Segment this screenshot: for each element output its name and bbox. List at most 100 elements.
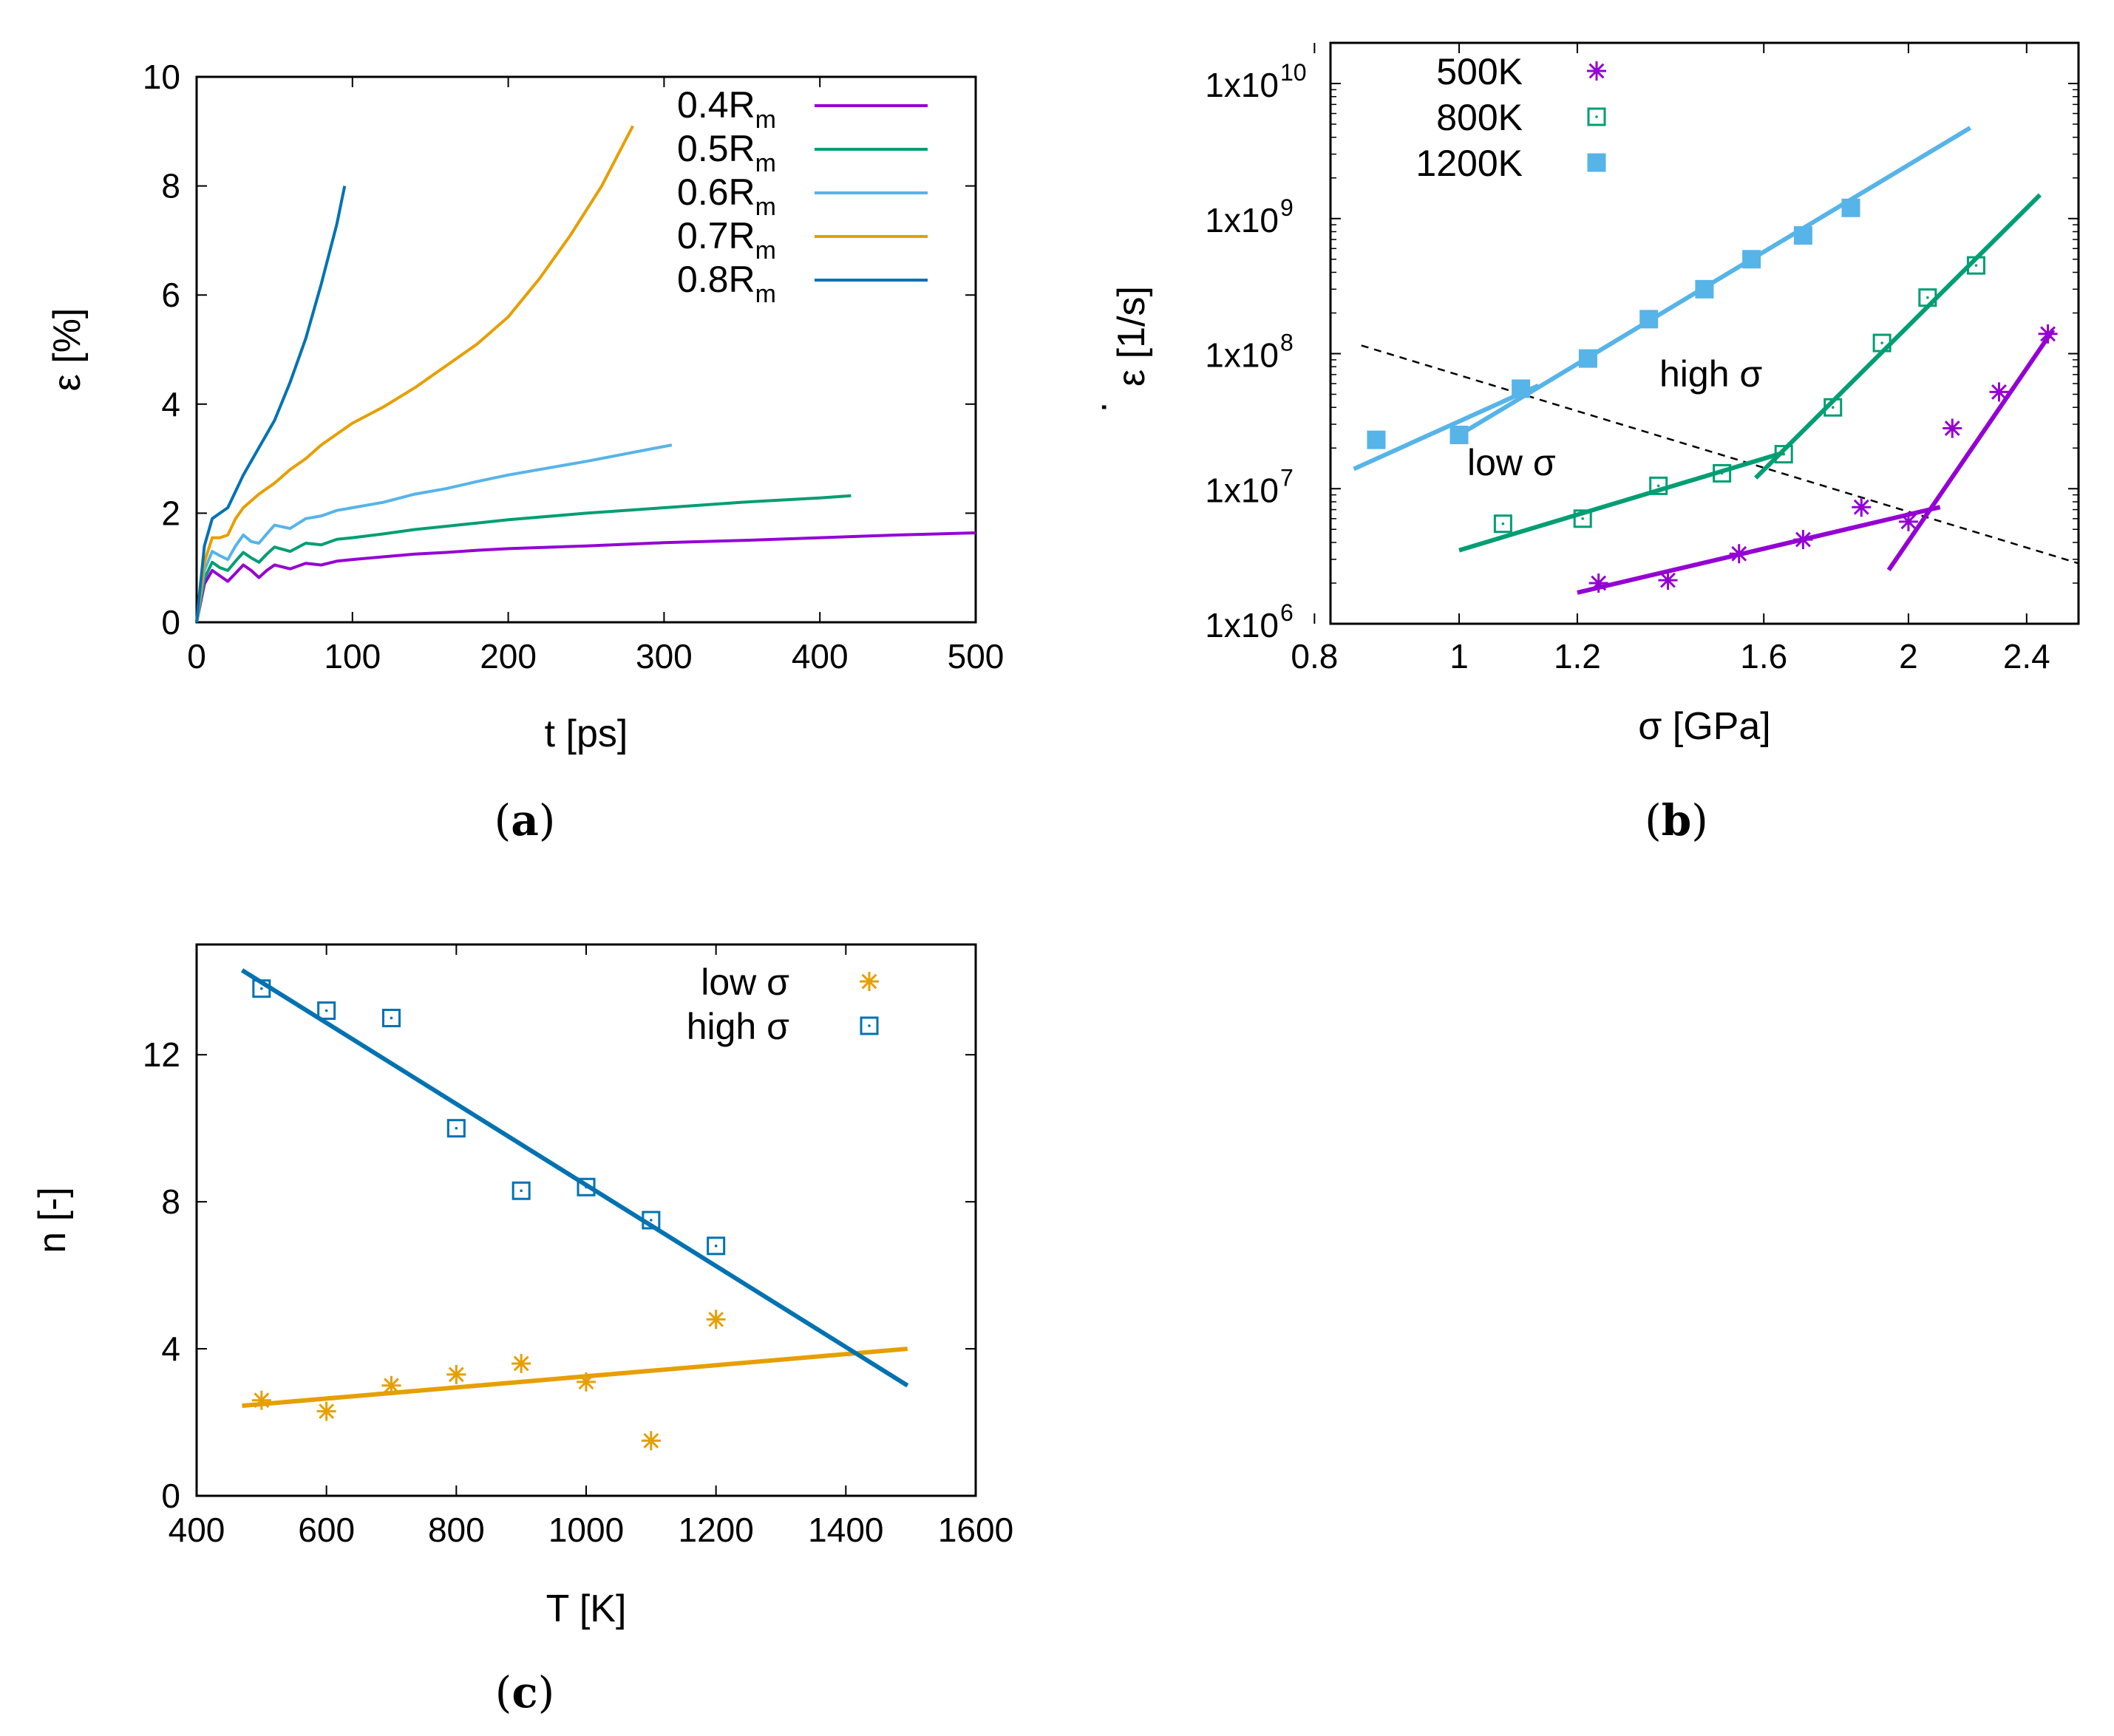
panel-b-point-800K-7	[1918, 288, 1937, 307]
panel-a-caption: (a)	[494, 795, 556, 845]
panel-b-legend-label-0: 500K	[1436, 51, 1523, 92]
panel-a-frame	[195, 75, 977, 624]
panel-b-x-tick-label: 2.4	[2003, 637, 2050, 675]
panel-b-x-tick-label: 1	[1449, 637, 1469, 675]
panel-a-x-tick-label: 300	[636, 637, 693, 675]
panel-c-y-tick-label: 8	[161, 1182, 180, 1221]
panel-c-x-tick-label: 600	[298, 1511, 355, 1549]
panel-b-legend-marker-0	[1587, 61, 1606, 81]
panel-a-y-tick-label: 6	[161, 276, 180, 314]
panel-b-y-tick-label: 1x10	[1205, 471, 1279, 509]
panel-b-point-500K-7	[1989, 382, 2009, 402]
panel-a-series-line-0	[195, 531, 976, 623]
panel-a-series-line-1	[195, 494, 852, 623]
panel-b-point-800K-5	[1824, 398, 1843, 417]
panel-b-point-500K-2	[1729, 544, 1749, 564]
panel-c-y-axis-label: n [-]	[31, 1187, 74, 1253]
svg-text:ε [1/s]: ε [1/s]	[1110, 286, 1153, 387]
panel-c-point-1-2	[382, 1008, 401, 1027]
panel-b-y-axis-label-dot: ·	[1081, 401, 1124, 413]
panel-a-ticks: 0 100 200 300 400 500 0 2 4 6 8 10	[143, 58, 1005, 675]
panel-c-point-1-1	[317, 1001, 336, 1021]
panel-c-point-1-3	[446, 1119, 466, 1138]
panel-c-point-0-0	[251, 1390, 271, 1410]
panel-b-y-axis-label: ε [1/s] ·	[1081, 286, 1153, 414]
panel-b-annotation-high-sigma: high σ	[1659, 353, 1762, 395]
panel-b-y-tick-exponent: 9	[1280, 194, 1294, 221]
panel-b-point-1200K-0	[1367, 430, 1386, 449]
panel-b-y-tick-exponent: 7	[1280, 464, 1294, 491]
panel-b-fit-line-500K-extra-1	[1886, 328, 2056, 571]
panel-c-y-tick-label: 12	[143, 1035, 180, 1074]
panel-c-point-1-5	[577, 1177, 596, 1197]
panel-b-point-500K-3	[1793, 530, 1813, 550]
panel-c-point-1-4	[511, 1181, 531, 1200]
panel-a-x-axis-label: t [ps]	[545, 712, 628, 755]
panel-b-legend-label-1: 800K	[1436, 97, 1523, 138]
panel-a-y-tick-label: 2	[161, 494, 180, 532]
panel-b-y-tick-label: 1x10	[1205, 606, 1279, 644]
panel-a-series-line-3	[195, 125, 634, 623]
panel-c-fit-line-0	[242, 1347, 908, 1409]
panel-a-x-tick-label: 500	[948, 637, 1005, 675]
panel-c-point-0-1	[316, 1401, 336, 1421]
panel-c-point-1-6	[642, 1211, 661, 1230]
panel-b-y-tick-label: 1x10	[1205, 201, 1279, 239]
panel-b-point-500K-6	[1943, 418, 1962, 438]
panel-a-y-tick-label: 8	[161, 167, 180, 205]
panel-a-y-tick-label: 4	[161, 385, 180, 423]
panel-b-frame	[1329, 41, 2080, 625]
panel-b-x-tick-label: 2	[1899, 637, 1918, 675]
panel-a-y-axis-label: ε [%]	[46, 308, 89, 392]
panel-b-y-tick-label: 1x10	[1205, 336, 1279, 375]
panel-b-point-1200K-4	[1639, 310, 1659, 329]
panel-b-point-1200K-6	[1742, 250, 1761, 269]
panel-a-legend-label-2: 0.6Rm	[677, 171, 776, 221]
panel-b-fit-line-1200K-1	[1458, 126, 1972, 438]
panel-b-point-500K-1	[1658, 571, 1678, 590]
panel-c-point-0-4	[511, 1353, 531, 1373]
panel-b-x-axis-label: σ [GPa]	[1638, 705, 1771, 748]
panel-b-fit-line-1200K-0	[1353, 384, 1540, 472]
panel-b-fit-lines	[1353, 126, 2079, 595]
panel-b-point-1200K-2	[1512, 379, 1531, 398]
panel-b-point-1200K-3	[1578, 349, 1597, 368]
panel-c-x-tick-label: 800	[428, 1511, 485, 1549]
panel-b-point-500K-0	[1588, 573, 1608, 593]
panel-b-legend: 500K 800K 1200K	[1415, 51, 1606, 184]
panel-c-legend-marker-1	[860, 1016, 879, 1035]
panel-c-point-0-3	[446, 1364, 466, 1384]
panel-a-y-tick-label: 10	[143, 58, 180, 96]
panel-a-x-tick-label: 400	[792, 637, 849, 675]
panel-b-point-500K-8	[2038, 324, 2058, 344]
panel-c-point-0-5	[577, 1372, 596, 1392]
panel-c-legend-label-1: high σ	[687, 1006, 789, 1047]
panel-b-point-800K-3	[1713, 463, 1732, 483]
panel-c-point-0-7	[706, 1310, 726, 1330]
panel-c-point-0-6	[641, 1431, 661, 1451]
panel-b-point-800K-1	[1573, 509, 1592, 528]
panel-b-point-800K-8	[1966, 256, 1985, 275]
panel-b-y-tick-exponent: 10	[1280, 59, 1307, 86]
panel-b-point-800K-4	[1774, 445, 1793, 464]
panel-b-x-tick-label: 1.2	[1554, 637, 1601, 675]
panel-b-points	[1367, 198, 2058, 593]
panel-a-x-tick-label: 0	[187, 637, 206, 675]
panel-c-point-0-2	[381, 1375, 401, 1395]
panel-a-legend-label-1: 0.5Rm	[677, 128, 776, 177]
panel-b-point-1200K-1	[1449, 426, 1469, 445]
panel-b-y-tick-exponent: 6	[1280, 599, 1294, 626]
panel-c-y-tick-label: 4	[161, 1330, 180, 1368]
panel-b-point-800K-6	[1872, 333, 1892, 353]
panel-c-points	[251, 979, 726, 1451]
panel-b-point-800K-2	[1649, 476, 1668, 495]
panel-b-y-tick-label: 1x10	[1205, 66, 1279, 104]
panel-c-frame	[195, 943, 977, 1497]
panel-b-x-tick-label: 1.6	[1740, 637, 1787, 675]
panel-b-legend-marker-2	[1587, 153, 1606, 172]
panel-a-series-line-2	[195, 443, 673, 623]
panel-b-fit-line-500K-extra-0	[1577, 505, 1941, 595]
